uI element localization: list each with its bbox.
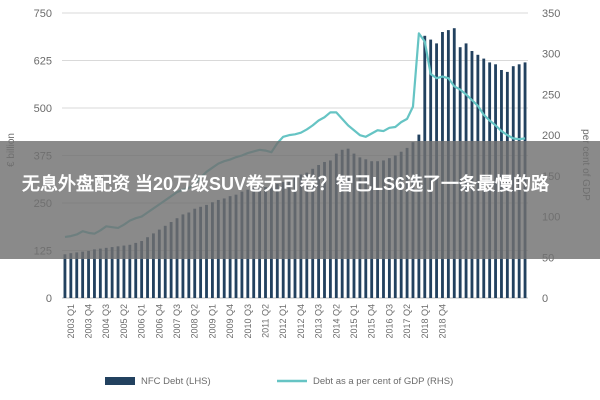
x-tick-label: 2007 Q3: [172, 304, 182, 339]
x-tick-label: 2006 Q4: [154, 304, 164, 339]
bar: [104, 247, 108, 298]
y2-tick-label: 250: [542, 89, 560, 101]
bar: [81, 251, 85, 298]
y-tick-label: 750: [34, 8, 52, 20]
title-overlay-banner: 无息外盘配资 当20万级SUV卷无可卷？智己LS6选了一条最慢的路: [0, 141, 600, 259]
x-tick-label: 2018 Q1: [420, 304, 430, 339]
y-tick-label: 0: [46, 293, 52, 305]
x-tick-label: 2005 Q2: [119, 304, 129, 339]
x-tick-label: 2018 Q4: [437, 304, 447, 339]
x-tick-label: 2003 Q1: [66, 304, 76, 339]
bar: [69, 253, 73, 298]
x-tick-label: 2014 Q2: [331, 304, 341, 339]
legend-swatch-bar: [105, 377, 135, 385]
article-title[interactable]: 无息外盘配资 当20万级SUV卷无可卷？智己LS6选了一条最慢的路: [22, 174, 550, 194]
x-tick-label: 2006 Q1: [137, 304, 147, 339]
x-axis-ticks: 2003 Q1 2003 Q4 2004 Q3 2005 Q2 2006 Q1 2006 …: [66, 304, 448, 339]
bar: [87, 250, 90, 298]
bar: [169, 222, 173, 298]
y2-tick-label: 350: [542, 8, 560, 20]
x-tick-label: 2012 Q4: [296, 304, 306, 339]
legend-label-line: Debt as a per cent of GDP (RHS): [313, 376, 453, 387]
bar: [134, 242, 138, 298]
x-tick-label: 2008 Q2: [190, 304, 200, 339]
bar: [122, 245, 126, 298]
x-tick-label: 2010 Q3: [243, 304, 253, 339]
bar: [116, 246, 120, 298]
bar: [110, 247, 114, 298]
x-tick-label: 2016 Q3: [384, 304, 394, 339]
y2-tick-label: 0: [542, 293, 548, 305]
bar: [128, 244, 132, 298]
bar: [146, 237, 149, 298]
x-tick-label: 2003 Q4: [84, 304, 94, 339]
x-tick-label: 2015 Q1: [349, 304, 359, 339]
x-tick-label: 2011 Q2: [261, 304, 271, 338]
bar: [75, 252, 79, 298]
x-tick-label: 2015 Q4: [367, 304, 377, 339]
legend: NFC Debt (LHS) Debt as a per cent of GDP…: [105, 376, 453, 387]
x-tick-label: 2009 Q4: [225, 304, 235, 339]
bar: [163, 225, 167, 298]
bar: [157, 229, 161, 298]
y-tick-label: 625: [34, 56, 52, 68]
bar: [140, 241, 144, 298]
x-tick-label: 2017 Q2: [402, 304, 412, 339]
bar: [98, 248, 102, 298]
y-tick-label: 500: [34, 103, 52, 115]
x-tick-label: 2004 Q3: [101, 304, 111, 339]
x-tick-label: 2009 Q1: [207, 304, 217, 339]
x-tick-label: 2013 Q3: [314, 304, 324, 339]
y2-tick-label: 300: [542, 49, 560, 61]
y2-tick-label: 200: [542, 130, 560, 142]
bar: [152, 233, 155, 298]
x-tick-label: 2012 Q1: [278, 304, 288, 339]
bar: [93, 249, 96, 298]
legend-label-bar: NFC Debt (LHS): [141, 376, 211, 387]
bar: [63, 254, 67, 298]
